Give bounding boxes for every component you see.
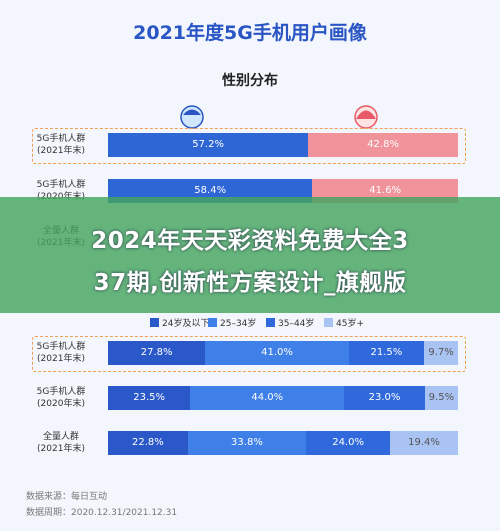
legend-swatch — [324, 318, 333, 327]
legend-item: 45岁+ — [324, 316, 364, 329]
value-label: 44.0% — [251, 392, 284, 403]
bar-segment — [108, 386, 191, 410]
bar-segment — [108, 341, 206, 365]
subtitle: 性别分布 — [222, 73, 278, 89]
value-label: 42.8% — [367, 139, 399, 150]
banner-line: 2024年天天彩资料免费大全3 — [91, 228, 409, 254]
highlight-box — [32, 128, 466, 164]
bar-segment — [348, 341, 425, 365]
banner-line: 37期,创新性方案设计_旗舰版 — [93, 270, 407, 296]
value-label: 23.0% — [368, 392, 401, 403]
value-label: 58.4% — [194, 185, 227, 196]
legend-label: 24岁及以下 — [162, 319, 210, 329]
legend-item: 35–44岁 — [266, 316, 314, 329]
highlight-box — [32, 336, 466, 372]
male-icon — [180, 105, 204, 129]
legend-label: 45岁+ — [336, 319, 364, 329]
legend-label: 35–44岁 — [278, 319, 315, 329]
value-label: 22.8% — [132, 437, 164, 448]
legend-item: 25–34岁 — [208, 316, 256, 329]
bar-segment — [424, 341, 458, 365]
bar-segment — [390, 431, 458, 455]
value-label: 19.4% — [408, 437, 440, 448]
category-label: 5G手机人群 (2021年末) — [36, 134, 86, 156]
value-label: 21.5% — [370, 347, 403, 358]
overlay-banner: 2024年天天彩资料免费大全3 37期,创新性方案设计_旗舰版 — [0, 197, 500, 313]
period: 数据周期：2020.12.31/2021.12.31 — [26, 508, 178, 518]
bar-segment — [308, 133, 458, 157]
source: 数据来源：每日互动 — [26, 492, 108, 502]
legend-swatch — [150, 318, 159, 327]
category-label: 5G手机人群 (2020年末) — [36, 387, 86, 409]
value-label: 57.2% — [192, 139, 224, 150]
bar-segment — [344, 386, 425, 410]
value-label: 41.6% — [369, 185, 402, 196]
bar-segment — [205, 341, 349, 365]
legend-label: 25–34岁 — [220, 319, 257, 329]
legend-swatch — [208, 318, 217, 327]
value-label: 41.0% — [261, 347, 293, 358]
value-label: 24.0% — [332, 437, 364, 448]
bar-segment — [108, 431, 188, 455]
value-label: 9.7% — [428, 347, 454, 358]
category-label: 5G手机人群 (2021年末) — [36, 342, 86, 364]
bar-segment — [190, 386, 345, 410]
title: 2021年度5G手机用户画像 — [133, 22, 367, 44]
value-label: 33.8% — [231, 437, 263, 448]
bar-segment — [424, 386, 458, 410]
value-label: 27.8% — [140, 347, 173, 358]
bar-segment — [108, 133, 309, 157]
bar-segment — [306, 431, 391, 455]
legend-item: 24岁及以下 — [150, 316, 209, 329]
bar-segment — [187, 431, 307, 455]
value-label: 23.5% — [133, 392, 166, 403]
female-icon — [354, 105, 378, 129]
category-label: 全量人群 (2021年末) — [37, 432, 85, 454]
legend-swatch — [266, 318, 275, 327]
value-label: 9.5% — [428, 392, 455, 403]
